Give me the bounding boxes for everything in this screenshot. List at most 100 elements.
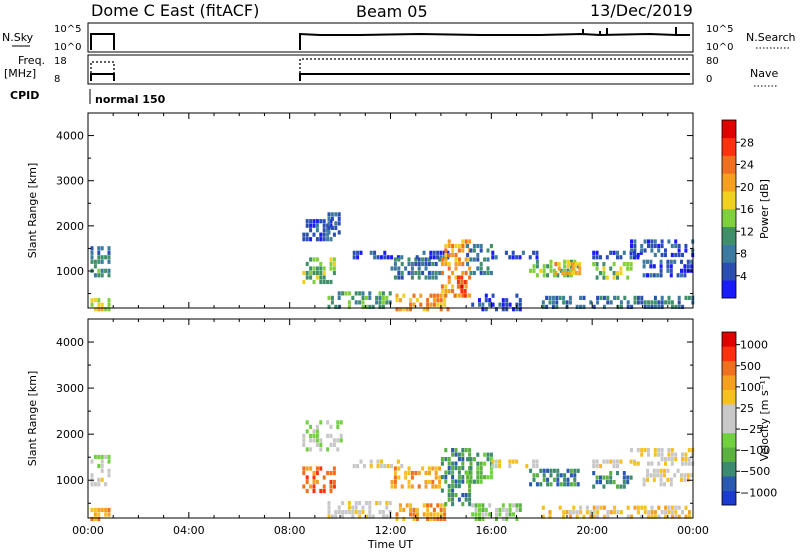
scatter-cell	[483, 270, 487, 276]
scatter-cell	[561, 271, 565, 276]
scatter-cell	[410, 270, 414, 276]
scatter-cell	[358, 300, 362, 305]
scatter-cell	[393, 470, 397, 476]
scatter-cell	[414, 261, 418, 267]
colorbar-tick-label: 4	[740, 270, 747, 283]
scatter-cell	[385, 300, 389, 305]
scatter-cell	[566, 268, 570, 273]
scatter-cell	[479, 479, 483, 484]
scatter-cell	[649, 273, 653, 278]
nsearch-spikes	[582, 27, 677, 35]
scatter-cell	[498, 464, 502, 469]
scatter-cell	[369, 459, 373, 464]
scatter-cell	[669, 477, 673, 482]
scatter-cell	[647, 300, 651, 305]
scatter-cell	[322, 488, 326, 494]
scatter-cell	[439, 512, 443, 517]
scatter-cell	[681, 452, 684, 457]
scatter-cell	[609, 266, 613, 271]
scatter-cell	[592, 464, 596, 469]
scatter-cell	[582, 514, 586, 519]
scatter-cell	[491, 255, 495, 260]
colorbar-tick-label: −500	[740, 465, 770, 478]
colorbar-swatch	[722, 332, 736, 347]
scatter-cell	[309, 275, 313, 280]
scatter-cell	[466, 252, 470, 258]
scatter-cell	[90, 473, 94, 478]
scatter-cell	[461, 461, 465, 466]
colorbar-frame	[721, 331, 737, 506]
scatter-cell	[495, 307, 498, 312]
scatter-cell	[515, 307, 519, 312]
scatter-cell	[329, 261, 333, 267]
scatter-cell	[414, 270, 418, 276]
scatter-cell	[469, 470, 473, 475]
scatter-cell	[332, 484, 336, 489]
scatter-cell	[429, 516, 433, 521]
scatter-cell	[93, 507, 97, 513]
scatter-cell	[305, 447, 309, 452]
scatter-cell	[426, 302, 430, 307]
scatter-cell	[312, 479, 316, 485]
scatter-cell	[444, 257, 448, 262]
scatter-cell	[659, 473, 663, 478]
scatter-cell	[511, 255, 515, 260]
scatter-cell	[415, 255, 419, 260]
scatter-cell	[664, 505, 668, 510]
scatter-cell	[393, 466, 397, 471]
scatter-cell	[571, 271, 575, 276]
scatter-cell	[447, 252, 451, 258]
scatter-cell	[551, 304, 555, 309]
scatter-cell	[642, 482, 646, 487]
scatter-cell	[616, 255, 619, 260]
scatter-cell	[432, 255, 436, 260]
scatter-cell	[684, 248, 688, 253]
scatter-cell	[90, 516, 94, 522]
scatter-cell	[466, 457, 470, 462]
scatter-cell	[469, 248, 473, 253]
scatter-cell	[469, 479, 473, 484]
scatter-cell	[539, 268, 543, 273]
scatter-cell	[498, 459, 502, 464]
scatter-cell	[337, 295, 341, 300]
scatter-cell	[309, 447, 313, 452]
scatter-cell	[683, 268, 687, 273]
scatter-cell	[417, 470, 421, 476]
scatter-cell	[619, 300, 623, 305]
scatter-cell	[548, 295, 552, 300]
scatter-cell	[491, 464, 495, 469]
scatter-cell	[626, 480, 630, 485]
colorbar-swatch	[722, 476, 736, 491]
scatter-cell	[686, 259, 690, 264]
scatter-cell	[388, 291, 392, 296]
scatter-cell	[605, 255, 609, 260]
colorbar-tick-label: 24	[740, 159, 754, 172]
scatter-cell	[463, 293, 467, 298]
scatter-cell	[429, 250, 433, 255]
scatter-cell	[642, 273, 646, 278]
scatter-cell	[400, 270, 404, 276]
scatter-cell	[309, 438, 313, 443]
scatter-cell	[396, 459, 400, 464]
scatter-cell	[332, 438, 336, 443]
scatter-cell	[93, 307, 97, 312]
x-tick-label: 12:00	[375, 524, 407, 537]
scatter-cell	[339, 420, 343, 425]
scatter-cell	[633, 505, 637, 510]
scatter-cell	[684, 514, 688, 519]
scatter-cell	[555, 300, 559, 305]
scatter-cell	[378, 501, 382, 506]
scatter-cell	[643, 239, 647, 244]
scatter-cell	[327, 510, 331, 515]
scatter-cell	[636, 252, 640, 258]
scatter-cell	[609, 250, 613, 255]
scatter-cell	[489, 243, 493, 249]
scatter-cell	[329, 237, 333, 242]
scatter-cell	[558, 505, 562, 510]
scatter-cell	[454, 448, 458, 453]
scatter-cell	[451, 270, 455, 276]
scatter-cell	[684, 452, 688, 457]
scatter-cell	[332, 442, 336, 447]
scatter-cell	[329, 266, 333, 271]
scatter-cell	[636, 255, 640, 260]
